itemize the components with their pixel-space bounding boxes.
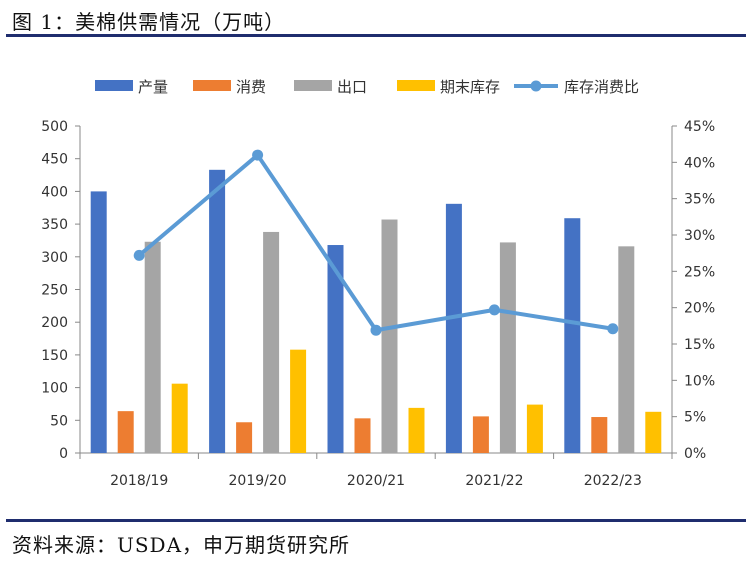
- legend-label: 期末库存: [440, 78, 500, 96]
- legend-marker: [530, 80, 542, 92]
- bar: [354, 418, 371, 453]
- bar: [90, 191, 107, 453]
- left-tick-label: 400: [41, 184, 68, 200]
- left-tick-label: 200: [41, 315, 68, 331]
- ratio-point: [370, 324, 382, 336]
- bar: [618, 246, 635, 453]
- ratio-line: [133, 149, 619, 336]
- bar: [171, 383, 188, 453]
- left-tick-label: 300: [41, 250, 68, 266]
- right-tick-label: 20%: [684, 301, 715, 317]
- legend-label: 库存消费比: [564, 78, 639, 96]
- legend-swatch: [95, 80, 133, 91]
- right-tick-label: 35%: [684, 192, 715, 208]
- figure-title: 图 1：美棉供需情况（万吨）: [12, 10, 286, 34]
- source-note: 资料来源：USDA，申万期货研究所: [12, 533, 351, 557]
- right-tick-label: 0%: [684, 446, 706, 462]
- bar: [526, 404, 543, 453]
- bars: [90, 169, 662, 453]
- left-tick-label: 250: [41, 283, 68, 299]
- bar: [381, 219, 398, 453]
- legend-label: 出口: [337, 78, 367, 96]
- bar: [445, 203, 462, 453]
- legend-swatch: [397, 80, 435, 91]
- bar: [117, 411, 134, 453]
- legend-label: 产量: [138, 78, 168, 96]
- right-tick-label: 30%: [684, 228, 715, 244]
- right-tick-label: 25%: [684, 264, 715, 280]
- x-tick-label: 2020/21: [347, 473, 405, 489]
- bar: [290, 349, 307, 453]
- x-tick-label: 2019/20: [229, 473, 287, 489]
- cotton-supply-demand-chart: 产量 消费 出口 期末库存 库存消费比 0 50 100 150 200 250 300 350 400…: [41, 78, 715, 489]
- legend-swatch: [193, 80, 231, 91]
- top-rule: [6, 34, 746, 37]
- bar: [472, 416, 489, 453]
- ratio-point: [133, 249, 145, 261]
- left-tick-label: 150: [41, 348, 68, 364]
- bar: [263, 231, 280, 453]
- legend-label: 消费: [236, 78, 266, 96]
- bar: [236, 422, 253, 453]
- ratio-point: [252, 149, 264, 161]
- bar: [209, 169, 226, 453]
- bar: [591, 417, 608, 453]
- bottom-rule: [6, 519, 746, 522]
- left-tick-label: 50: [50, 413, 68, 429]
- x-tick-label: 2022/23: [584, 473, 642, 489]
- left-tick-label: 0: [59, 446, 68, 462]
- x-tick-label: 2018/19: [110, 473, 168, 489]
- bar: [327, 245, 344, 453]
- x-tick-label: 2021/22: [465, 473, 523, 489]
- bar: [499, 242, 516, 453]
- legend-swatch: [294, 80, 332, 91]
- left-tick-label: 500: [41, 119, 68, 135]
- right-axis: 0% 5% 10% 15% 20% 25% 30% 35% 40% 45%: [671, 119, 715, 462]
- right-tick-label: 10%: [684, 373, 715, 389]
- bar: [564, 218, 581, 453]
- right-tick-label: 5%: [684, 410, 706, 426]
- ratio-point: [607, 323, 619, 335]
- bar: [645, 411, 662, 453]
- ratio-point: [488, 304, 500, 316]
- right-tick-label: 45%: [684, 119, 715, 135]
- x-axis: 2018/19 2019/20 2020/21 2021/22 2022/23: [79, 452, 673, 489]
- bar: [144, 241, 161, 453]
- legend: 产量 消费 出口 期末库存 库存消费比: [95, 78, 639, 96]
- left-tick-label: 450: [41, 152, 68, 168]
- bar: [408, 407, 425, 453]
- right-tick-label: 15%: [684, 337, 715, 353]
- left-tick-label: 350: [41, 217, 68, 233]
- left-tick-label: 100: [41, 381, 68, 397]
- left-axis: 0 50 100 150 200 250 300 350 400 450 500: [41, 119, 81, 462]
- right-tick-label: 40%: [684, 155, 715, 171]
